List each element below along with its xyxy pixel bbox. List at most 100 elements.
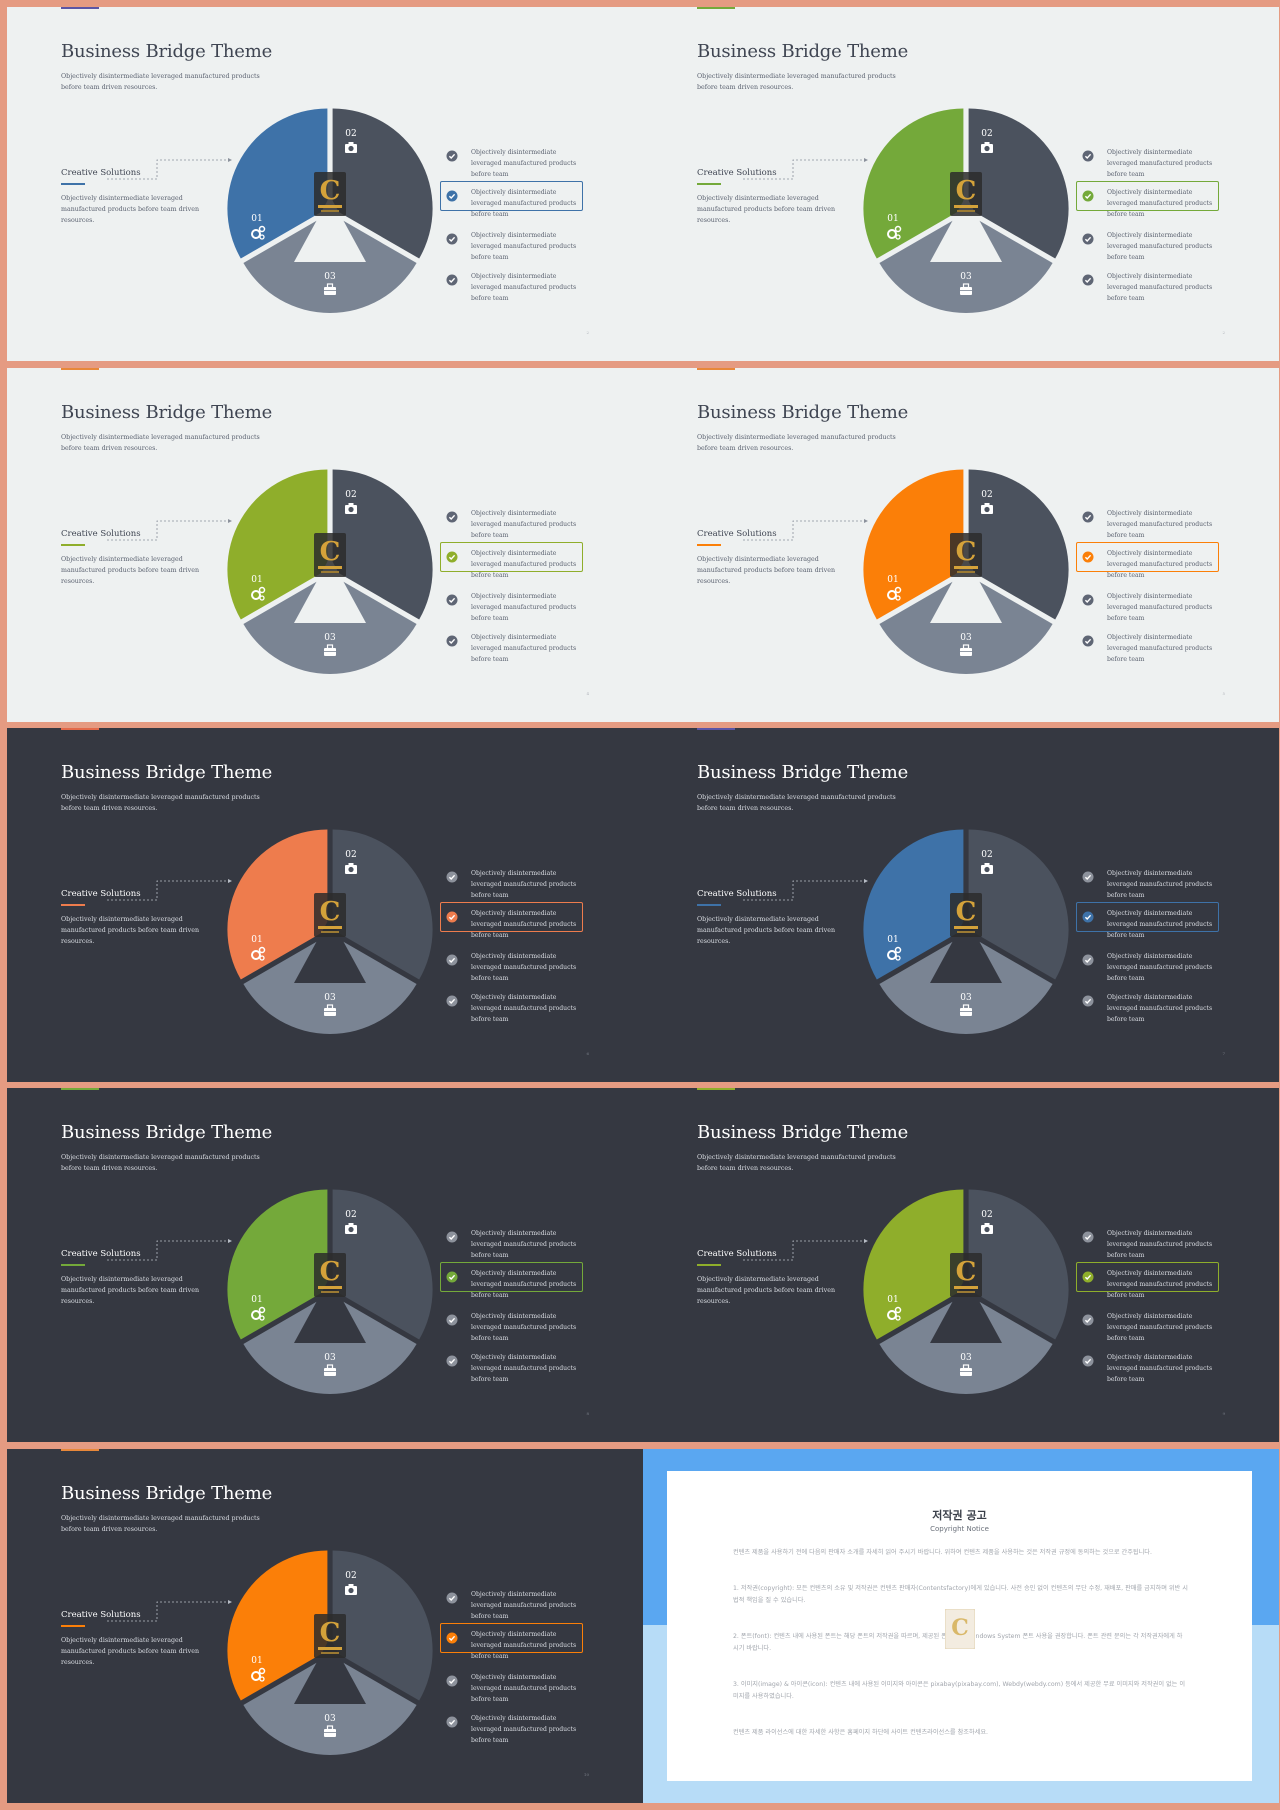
list-item[interactable]: Objectively disintermediate leveraged ma… bbox=[1076, 181, 1219, 218]
pie-segment-01[interactable] bbox=[227, 829, 328, 980]
creative-solutions-underline bbox=[61, 904, 85, 906]
pie-segment-02[interactable] bbox=[968, 469, 1069, 620]
list-item[interactable]: Objectively disintermediate leveraged ma… bbox=[440, 1666, 583, 1703]
list-item[interactable]: Objectively disintermediate leveraged ma… bbox=[440, 1707, 583, 1744]
pie-segment-02[interactable] bbox=[332, 829, 433, 980]
list-item[interactable]: Objectively disintermediate leveraged ma… bbox=[440, 626, 583, 663]
pie-segment-03[interactable] bbox=[879, 213, 1053, 313]
camera-icon bbox=[345, 142, 357, 153]
list-item[interactable]: Objectively disintermediate leveraged ma… bbox=[440, 1346, 583, 1383]
list-item[interactable]: Objectively disintermediate leveraged ma… bbox=[1076, 585, 1219, 622]
list-item[interactable]: Objectively disintermediate leveraged ma… bbox=[440, 945, 583, 982]
list-item[interactable]: Objectively disintermediate leveraged ma… bbox=[1076, 1346, 1219, 1383]
pie-segment-03[interactable] bbox=[243, 934, 417, 1034]
gears-icon bbox=[887, 946, 902, 961]
list-item[interactable]: Objectively disintermediate leveraged ma… bbox=[1076, 862, 1219, 899]
list-item-text: Objectively disintermediate leveraged ma… bbox=[471, 550, 577, 579]
list-item[interactable]: Objectively disintermediate leveraged ma… bbox=[1076, 945, 1219, 982]
pie-segment-01[interactable] bbox=[863, 108, 964, 259]
pie-label-01: 01 bbox=[887, 214, 898, 224]
pie-segment-03[interactable] bbox=[243, 1294, 417, 1394]
pie-segment-03[interactable] bbox=[879, 574, 1053, 674]
slide-title: Business Bridge Theme bbox=[61, 41, 273, 62]
pie-segment-01[interactable] bbox=[227, 1550, 328, 1701]
list-item[interactable]: Objectively disintermediate leveraged ma… bbox=[440, 265, 583, 302]
contents-logo: C bbox=[930, 893, 1002, 983]
pie-segment-03[interactable] bbox=[243, 574, 417, 674]
camera-icon bbox=[345, 1584, 357, 1595]
creative-solutions-underline bbox=[697, 183, 721, 185]
list-item[interactable]: Objectively disintermediate leveraged ma… bbox=[1076, 626, 1219, 663]
check-circle-icon bbox=[446, 1716, 458, 1728]
pie-segment-01[interactable] bbox=[863, 1189, 964, 1340]
list-item[interactable]: Objectively disintermediate leveraged ma… bbox=[440, 902, 583, 939]
list-item[interactable]: Objectively disintermediate leveraged ma… bbox=[440, 542, 583, 579]
list-item-text: Objectively disintermediate leveraged ma… bbox=[471, 1715, 577, 1744]
connector-line bbox=[107, 1239, 232, 1261]
list-item[interactable]: Objectively disintermediate leveraged ma… bbox=[1076, 224, 1219, 261]
list-item[interactable]: Objectively disintermediate leveraged ma… bbox=[440, 1623, 583, 1660]
list-item-text: Objectively disintermediate leveraged ma… bbox=[1107, 1313, 1213, 1342]
list-item[interactable]: Objectively disintermediate leveraged ma… bbox=[440, 224, 583, 261]
list-item-text: Objectively disintermediate leveraged ma… bbox=[1107, 232, 1213, 261]
pie-segment-01[interactable] bbox=[227, 108, 328, 259]
list-item[interactable]: Objectively disintermediate leveraged ma… bbox=[1076, 986, 1219, 1023]
list-item[interactable]: Objectively disintermediate leveraged ma… bbox=[440, 141, 583, 178]
pie-segment-03[interactable] bbox=[879, 934, 1053, 1034]
pie-segment-03[interactable] bbox=[243, 1655, 417, 1755]
creative-solutions-desc: Objectively disintermediate leveraged ma… bbox=[61, 1276, 200, 1305]
slide-9: Business Bridge Theme Objectively disint… bbox=[7, 1449, 643, 1803]
pie-label-01: 01 bbox=[887, 1295, 898, 1305]
pie-segment-02[interactable] bbox=[332, 469, 433, 620]
pie-segment-03[interactable] bbox=[243, 213, 417, 313]
check-circle-icon bbox=[1082, 911, 1094, 923]
pie-segment-02[interactable] bbox=[968, 1189, 1069, 1340]
briefcase-icon bbox=[324, 283, 336, 295]
pie-label-01: 01 bbox=[887, 935, 898, 945]
pie-label-01: 01 bbox=[251, 575, 262, 585]
svg-text:C: C bbox=[320, 1618, 341, 1648]
pie-segment-02[interactable] bbox=[332, 1189, 433, 1340]
pie-label-01: 01 bbox=[251, 1295, 262, 1305]
contents-logo: C bbox=[930, 172, 1002, 262]
list-item[interactable]: Objectively disintermediate leveraged ma… bbox=[1076, 1262, 1219, 1299]
slide-subtitle: Objectively disintermediate leveraged ma… bbox=[61, 1515, 260, 1533]
list-item[interactable]: Objectively disintermediate leveraged ma… bbox=[1076, 542, 1219, 579]
list-item[interactable]: Objectively disintermediate leveraged ma… bbox=[440, 1222, 583, 1259]
list-item[interactable]: Objectively disintermediate leveraged ma… bbox=[1076, 1305, 1219, 1342]
list-item[interactable]: Objectively disintermediate leveraged ma… bbox=[440, 986, 583, 1023]
contents-logo: C bbox=[930, 1253, 1002, 1343]
page-number: 10 bbox=[583, 1772, 589, 1777]
list-item[interactable]: Objectively disintermediate leveraged ma… bbox=[440, 585, 583, 622]
pie-segment-02[interactable] bbox=[332, 108, 433, 259]
list-item[interactable]: Objectively disintermediate leveraged ma… bbox=[1076, 902, 1219, 939]
creative-solutions-underline bbox=[697, 904, 721, 906]
check-circle-icon bbox=[446, 150, 458, 162]
list-item[interactable]: Objectively disintermediate leveraged ma… bbox=[440, 1305, 583, 1342]
connector-line bbox=[107, 158, 232, 180]
pie-segment-01[interactable] bbox=[863, 469, 964, 620]
pie-segment-01[interactable] bbox=[863, 829, 964, 980]
pie-segment-02[interactable] bbox=[332, 1550, 433, 1701]
pie-segment-02[interactable] bbox=[968, 108, 1069, 259]
pie-label-03: 03 bbox=[960, 993, 972, 1003]
list-item[interactable]: Objectively disintermediate leveraged ma… bbox=[440, 502, 583, 539]
list-item[interactable]: Objectively disintermediate leveraged ma… bbox=[1076, 265, 1219, 302]
check-circle-icon bbox=[1082, 635, 1094, 647]
list-item-text: Objectively disintermediate leveraged ma… bbox=[1107, 634, 1213, 663]
list-item[interactable]: Objectively disintermediate leveraged ma… bbox=[440, 862, 583, 899]
list-item-text: Objectively disintermediate leveraged ma… bbox=[1107, 870, 1213, 899]
pie-segment-03[interactable] bbox=[879, 1294, 1053, 1394]
list-item[interactable]: Objectively disintermediate leveraged ma… bbox=[440, 1262, 583, 1299]
pie-segment-01[interactable] bbox=[227, 1189, 328, 1340]
connector-line bbox=[743, 879, 868, 901]
slide-4: Business Bridge Theme Objectively disint… bbox=[643, 368, 1279, 722]
pie-segment-02[interactable] bbox=[968, 829, 1069, 980]
list-item[interactable]: Objectively disintermediate leveraged ma… bbox=[440, 181, 583, 218]
list-item[interactable]: Objectively disintermediate leveraged ma… bbox=[1076, 141, 1219, 178]
pie-segment-01[interactable] bbox=[227, 469, 328, 620]
briefcase-icon bbox=[324, 1364, 336, 1376]
list-item[interactable]: Objectively disintermediate leveraged ma… bbox=[1076, 1222, 1219, 1259]
list-item[interactable]: Objectively disintermediate leveraged ma… bbox=[440, 1583, 583, 1620]
list-item[interactable]: Objectively disintermediate leveraged ma… bbox=[1076, 502, 1219, 539]
